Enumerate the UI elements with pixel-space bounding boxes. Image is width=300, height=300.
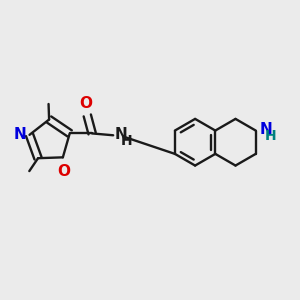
Text: N: N [115,127,128,142]
Text: H: H [265,129,277,143]
Text: N: N [14,127,26,142]
Text: O: O [57,164,70,178]
Text: O: O [79,96,92,111]
Text: N: N [260,122,273,137]
Text: H: H [120,134,132,148]
